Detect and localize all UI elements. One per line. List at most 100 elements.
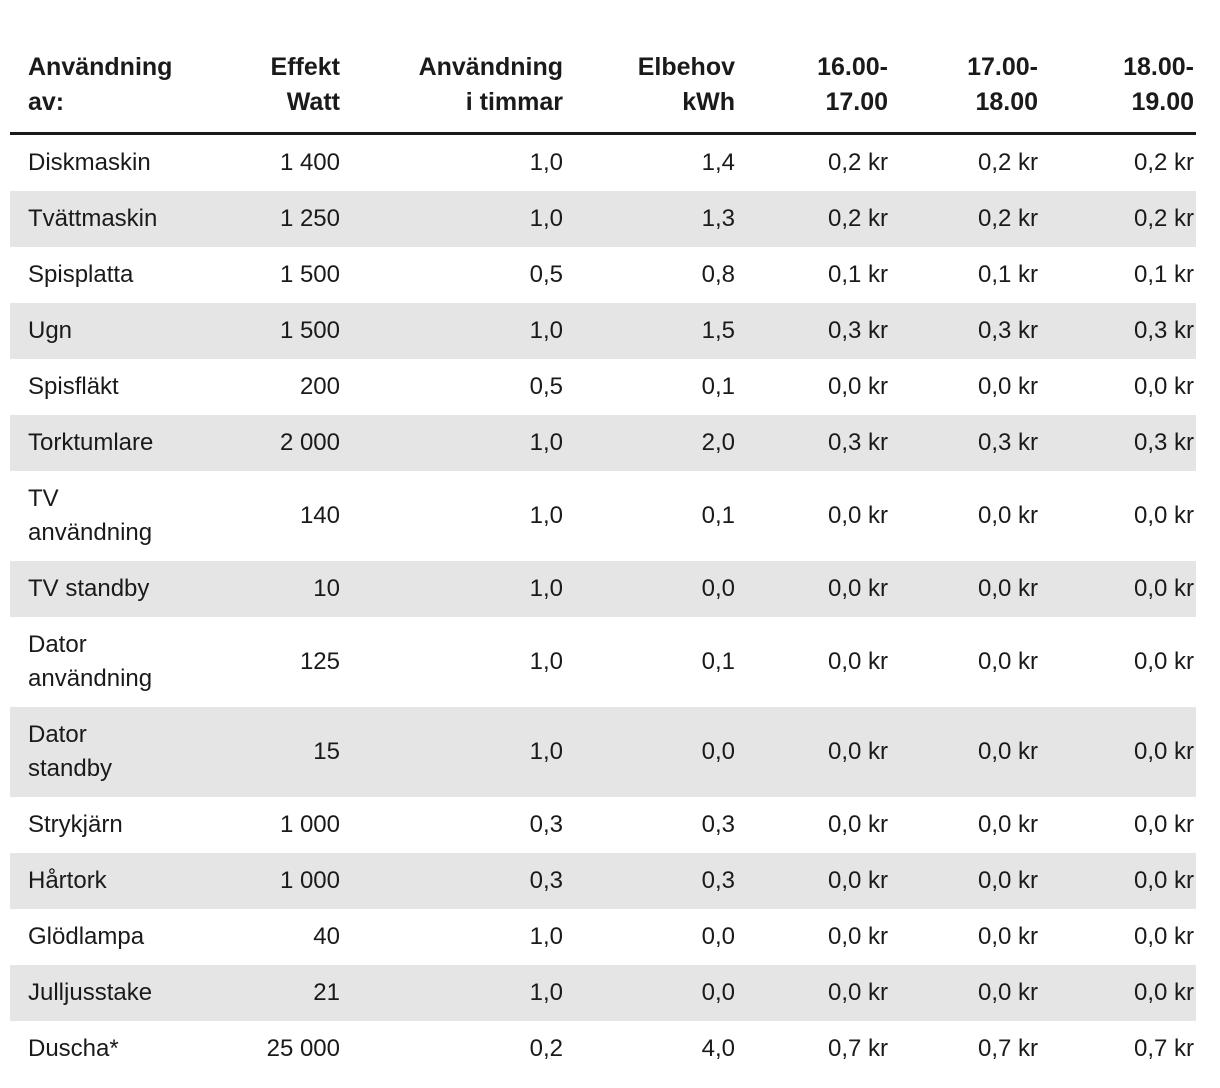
price-17-18: 0,0 kr: [977, 811, 1038, 838]
price-16-17: 0,1 kr: [827, 261, 888, 288]
table-row: Hårtork 1 000 0,3 0,3 0,0 kr 0,0 kr 0,0 kr: [10, 853, 1196, 909]
kwh-value: 1,5: [701, 317, 735, 344]
table-row: TV användning 140 1,0 0,1 0,0 kr 0,0 kr 0,0 kr: [10, 471, 1196, 561]
price-17-18: 0,0 kr: [977, 575, 1038, 602]
price-16-17: 0,2 kr: [827, 149, 888, 176]
price-18-19: 0,0 kr: [1133, 923, 1194, 950]
table-row: Duscha* 25 000 0,2 4,0 0,7 kr 0,7 kr 0,7 kr: [10, 1021, 1196, 1077]
table-row: Dator standby 15 1,0 0,0 0,0 kr 0,0 kr 0,0 kr: [10, 707, 1196, 797]
column-header-appliance-name: Användning av:: [28, 53, 173, 116]
appliance-name: Strykjärn: [28, 811, 123, 838]
hours-value: 1,0: [529, 149, 563, 176]
kwh-value: 0,3: [701, 867, 735, 894]
appliance-name: Tvättmaskin: [28, 205, 158, 232]
table-row: Diskmaskin 1 400 1,0 1,4 0,2 kr 0,2 kr 0,2 kr: [10, 135, 1196, 191]
watt-value: 1 400: [279, 149, 340, 176]
column-header-kwh-value: Elbehov kWh: [637, 53, 735, 116]
watt-value: 2 000: [279, 429, 340, 456]
kwh-value: 0,1: [701, 648, 735, 675]
table-row: Spisplatta 1 500 0,5 0,8 0,1 kr 0,1 kr 0,1 kr: [10, 247, 1196, 303]
kwh-value: 4,0: [701, 1035, 735, 1062]
hours-value: 1,0: [529, 648, 563, 675]
price-18-19: 0,2 kr: [1133, 205, 1194, 232]
price-16-17: 0,3 kr: [827, 317, 888, 344]
price-18-19: 0,0 kr: [1133, 979, 1194, 1006]
price-17-18: 0,3 kr: [977, 317, 1038, 344]
price-18-19: 0,0 kr: [1133, 867, 1194, 894]
column-header-watt-value: Effekt Watt: [270, 53, 340, 116]
price-17-18: 0,2 kr: [977, 149, 1038, 176]
hours-value: 0,3: [529, 867, 563, 894]
kwh-value: 0,1: [701, 373, 735, 400]
kwh-value: 2,0: [701, 429, 735, 456]
price-17-18: 0,2 kr: [977, 205, 1038, 232]
hours-value: 1,0: [529, 502, 563, 529]
price-16-17: 0,0 kr: [827, 373, 888, 400]
price-17-18: 0,0 kr: [977, 648, 1038, 675]
watt-value: 10: [313, 575, 340, 602]
price-18-19: 0,0 kr: [1133, 811, 1194, 838]
hours-value: 1,0: [529, 317, 563, 344]
table-body: Diskmaskin 1 400 1,0 1,4 0,2 kr 0,2 kr 0,2 kr T…: [10, 135, 1196, 1077]
hours-value: 0,5: [529, 261, 563, 288]
appliance-name: Spisplatta: [28, 261, 134, 288]
hours-value: 0,3: [529, 811, 563, 838]
price-18-19: 0,0 kr: [1133, 648, 1194, 675]
table-row: Strykjärn 1 000 0,3 0,3 0,0 kr 0,0 kr 0,0 kr: [10, 797, 1196, 853]
price-17-18: 0,7 kr: [977, 1035, 1038, 1062]
column-header-price-17-18: 17.00- 18.00: [967, 53, 1038, 116]
price-17-18: 0,0 kr: [977, 502, 1038, 529]
appliance-name: TV standby: [28, 575, 150, 602]
price-17-18: 0,0 kr: [977, 923, 1038, 950]
column-header-price-16-17: 16.00- 17.00: [817, 53, 888, 116]
appliance-name: Glödlampa: [28, 923, 145, 950]
hours-value: 1,0: [529, 738, 563, 765]
hours-value: 1,0: [529, 979, 563, 1006]
watt-value: 40: [313, 923, 340, 950]
kwh-value: 0,1: [701, 502, 735, 529]
price-18-19: 0,7 kr: [1133, 1035, 1194, 1062]
appliance-name: Dator standby: [28, 721, 113, 782]
price-16-17: 0,0 kr: [827, 811, 888, 838]
table-row: Julljusstake 21 1,0 0,0 0,0 kr 0,0 kr 0,0 kr: [10, 965, 1196, 1021]
appliance-name: Duscha*: [28, 1035, 119, 1062]
column-header-hours-value: Användning i timmar: [418, 53, 563, 116]
watt-value: 21: [313, 979, 340, 1006]
kwh-value: 0,0: [701, 575, 735, 602]
price-18-19: 0,0 kr: [1133, 575, 1194, 602]
hours-value: 0,2: [529, 1035, 563, 1062]
table-row: Glödlampa 40 1,0 0,0 0,0 kr 0,0 kr 0,0 kr: [10, 909, 1196, 965]
appliance-name: TV användning: [28, 485, 153, 546]
price-18-19: 0,0 kr: [1133, 738, 1194, 765]
table-row: Ugn 1 500 1,0 1,5 0,3 kr 0,3 kr 0,3 kr: [10, 303, 1196, 359]
column-header-price-18-19: 18.00- 19.00: [1123, 53, 1194, 116]
kwh-value: 0,8: [701, 261, 735, 288]
watt-value: 15: [313, 738, 340, 765]
table-row: TV standby 10 1,0 0,0 0,0 kr 0,0 kr 0,0 kr: [10, 561, 1196, 617]
watt-value: 140: [299, 502, 340, 529]
table-header-row: Användning av: Effekt Watt Användning i ti…: [10, 50, 1196, 135]
hours-value: 1,0: [529, 205, 563, 232]
watt-value: 1 500: [279, 317, 340, 344]
appliance-name: Dator användning: [28, 631, 153, 692]
price-17-18: 0,0 kr: [977, 867, 1038, 894]
appliance-name: Spisfläkt: [28, 373, 119, 400]
price-18-19: 0,3 kr: [1133, 429, 1194, 456]
price-16-17: 0,2 kr: [827, 205, 888, 232]
price-17-18: 0,0 kr: [977, 979, 1038, 1006]
price-16-17: 0,0 kr: [827, 575, 888, 602]
price-18-19: 0,0 kr: [1133, 373, 1194, 400]
price-16-17: 0,0 kr: [827, 923, 888, 950]
electricity-usage-cost-table: Användning av: Effekt Watt Användning i ti…: [10, 50, 1196, 1077]
kwh-value: 0,0: [701, 738, 735, 765]
watt-value: 1 250: [279, 205, 340, 232]
appliance-name: Julljusstake: [28, 979, 153, 1006]
watt-value: 1 500: [279, 261, 340, 288]
table-row: Dator användning 125 1,0 0,1 0,0 kr 0,0 kr 0,0…: [10, 617, 1196, 707]
table-row: Spisfläkt 200 0,5 0,1 0,0 kr 0,0 kr 0,0 kr: [10, 359, 1196, 415]
price-16-17: 0,0 kr: [827, 502, 888, 529]
price-16-17: 0,7 kr: [827, 1035, 888, 1062]
price-16-17: 0,0 kr: [827, 867, 888, 894]
price-16-17: 0,0 kr: [827, 648, 888, 675]
price-17-18: 0,1 kr: [977, 261, 1038, 288]
